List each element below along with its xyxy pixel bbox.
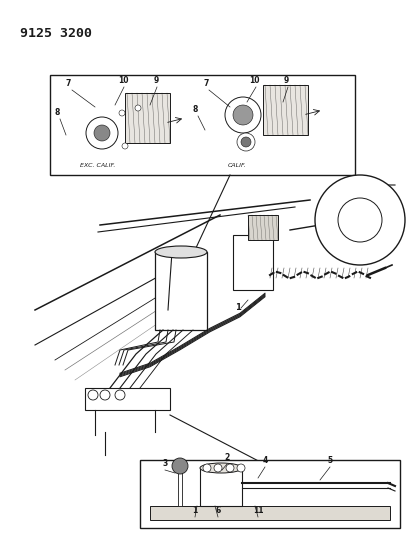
Text: 8: 8 — [54, 108, 59, 117]
Bar — [140, 460, 400, 528]
Bar — [178, 466, 182, 506]
Bar — [150, 506, 390, 520]
Text: 10: 10 — [249, 76, 259, 85]
Bar — [155, 252, 207, 330]
Bar — [50, 75, 355, 175]
Bar — [200, 468, 242, 506]
Text: 1: 1 — [235, 303, 241, 312]
Circle shape — [88, 390, 98, 400]
Bar — [233, 235, 273, 290]
Circle shape — [122, 143, 128, 149]
Circle shape — [203, 464, 211, 472]
Circle shape — [225, 97, 261, 133]
Text: 9: 9 — [284, 76, 289, 85]
Text: 10: 10 — [118, 76, 129, 85]
Circle shape — [233, 105, 253, 125]
Circle shape — [315, 175, 405, 265]
Bar — [125, 93, 170, 143]
Text: EXC. CALIF.: EXC. CALIF. — [80, 163, 115, 168]
Text: 6: 6 — [215, 506, 221, 515]
Text: 11: 11 — [253, 506, 263, 515]
Circle shape — [241, 137, 251, 147]
Text: 9: 9 — [154, 76, 159, 85]
Text: 5: 5 — [328, 456, 332, 465]
Bar — [85, 388, 170, 410]
Circle shape — [338, 198, 382, 242]
Ellipse shape — [200, 463, 242, 473]
Circle shape — [86, 117, 118, 149]
Circle shape — [100, 390, 110, 400]
Circle shape — [226, 464, 234, 472]
Text: 1: 1 — [192, 506, 198, 515]
Text: 2: 2 — [224, 453, 230, 462]
Circle shape — [94, 125, 110, 141]
Circle shape — [172, 458, 188, 474]
Text: 7: 7 — [65, 79, 70, 88]
Circle shape — [237, 464, 245, 472]
Text: CALIF.: CALIF. — [228, 163, 247, 168]
Circle shape — [135, 105, 141, 111]
Text: 7: 7 — [203, 79, 208, 88]
Ellipse shape — [155, 246, 207, 258]
Text: 9125 3200: 9125 3200 — [20, 27, 92, 39]
Circle shape — [214, 464, 222, 472]
Text: 3: 3 — [162, 459, 168, 468]
Text: 8: 8 — [192, 105, 197, 114]
Circle shape — [237, 133, 255, 151]
Text: 4: 4 — [262, 456, 268, 465]
Bar — [248, 215, 278, 240]
Bar — [263, 85, 308, 135]
Circle shape — [119, 110, 125, 116]
Circle shape — [115, 390, 125, 400]
